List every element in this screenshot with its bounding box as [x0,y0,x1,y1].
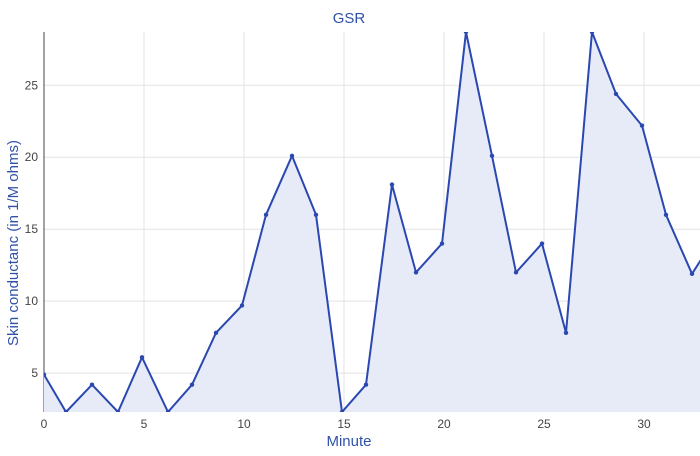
y-tick-label: 25 [25,78,39,92]
x-tick-label: 30 [637,417,651,431]
data-point [589,32,595,35]
data-point [639,123,645,128]
data-point [539,241,545,246]
data-point [189,382,195,387]
data-point [239,303,245,308]
data-point [513,270,519,275]
data-point [663,212,669,218]
x-tick-label: 25 [537,417,551,431]
x-axis-title: Minute [326,433,371,450]
data-point [439,241,445,246]
plot-area [44,32,700,412]
data-point [313,212,319,218]
y-tick-label: 5 [31,366,38,380]
data-point [689,271,695,277]
data-point [139,355,145,360]
series-line [44,32,700,412]
chart-title: GSR [333,10,366,27]
x-tick-label: 5 [141,417,148,431]
data-point [44,372,47,377]
area-fill [44,32,700,412]
x-axis-ticks: 0 5 10 15 20 25 30 [41,417,651,431]
y-tick-label: 20 [25,150,39,164]
data-point [463,32,469,35]
data-point [613,91,619,97]
x-tick-label: 20 [437,417,451,431]
data-point [363,382,369,387]
data-point [165,409,171,412]
data-point [389,182,395,187]
data-point [489,153,495,158]
y-tick-label: 10 [25,294,39,308]
y-tick-label: 15 [25,222,39,236]
data-point [63,409,69,412]
data-point [213,330,219,336]
data-point [563,330,569,336]
y-axis-title: Skin conductanc (in 1/M ohms) [5,140,22,346]
x-tick-label: 0 [41,417,48,431]
data-point [413,270,419,275]
data-point [115,409,121,412]
y-axis-ticks: 5 10 15 20 25 [25,78,39,380]
data-point [339,409,345,412]
data-point [289,153,295,158]
x-tick-label: 15 [337,417,351,431]
data-point [89,382,95,387]
data-point [263,212,269,218]
x-tick-label: 10 [237,417,251,431]
